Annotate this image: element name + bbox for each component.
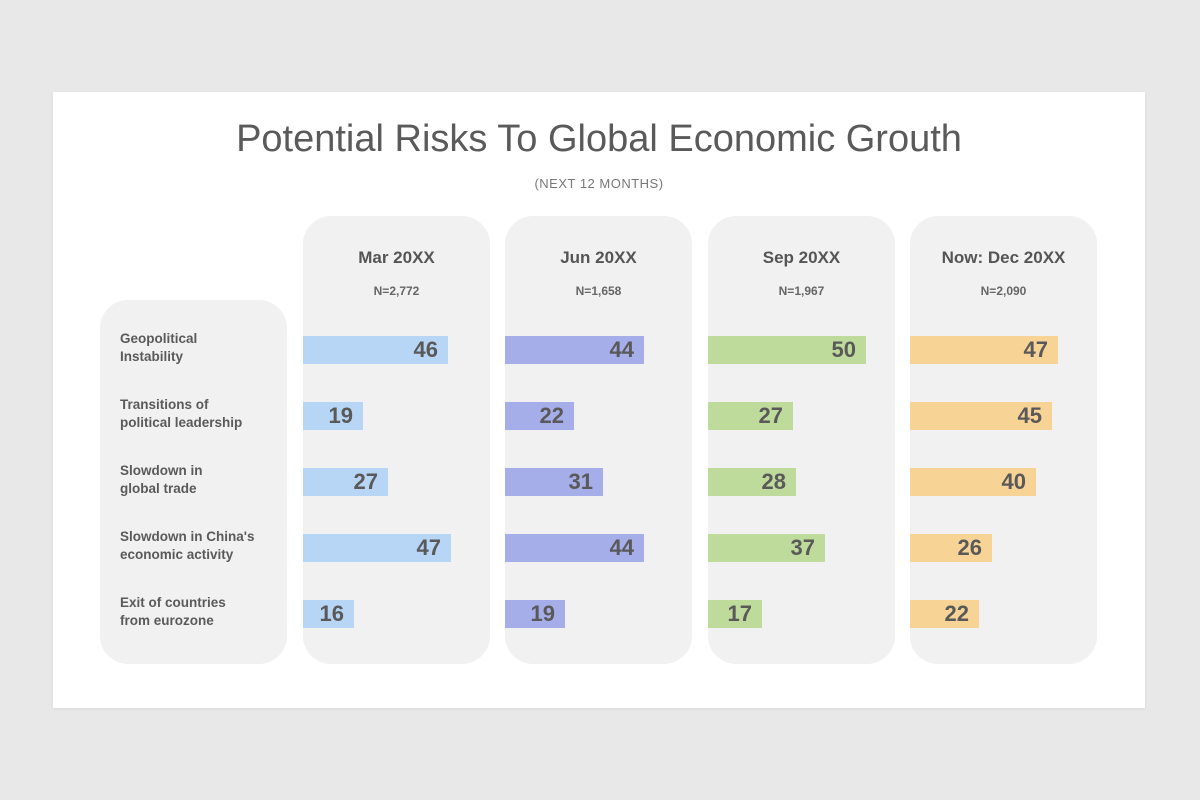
bar-value-label: 50 [831, 337, 856, 362]
category-label-line: from eurozone [120, 613, 214, 628]
bar-value-label: 22 [539, 403, 564, 428]
series-name: Sep 20XX [762, 248, 841, 267]
category-label-line: Transitions of [120, 397, 209, 412]
category-label-line: Slowdown in China's [120, 529, 255, 544]
series-sample-size: N=1,658 [575, 284, 622, 298]
bar-value-label: 19 [328, 403, 353, 428]
bar [708, 402, 793, 430]
category-label: Geopolitical Instability [120, 330, 280, 366]
category-label-line: Exit of countries [120, 595, 226, 610]
bar [505, 600, 565, 628]
chart-title: Potential Risks To Global Economic Grout… [236, 118, 962, 160]
bar [910, 402, 1052, 430]
bar-value-label: 19 [530, 601, 555, 626]
bar [505, 468, 603, 496]
series-name: Jun 20XX [560, 248, 637, 267]
category-label-line: economic activity [120, 547, 234, 562]
category-label-line: Instability [120, 349, 184, 364]
chart-subtitle: (NEXT 12 MONTHS) [534, 176, 664, 191]
category-label-panel: Geopolitical Instability Transitions of pol… [100, 300, 287, 664]
bar-value-label: 31 [568, 469, 593, 494]
series-sample-size: N=2,090 [980, 284, 1027, 298]
bar [303, 600, 354, 628]
bar [910, 468, 1036, 496]
series-name: Now: Dec 20XX [941, 248, 1066, 267]
bar [505, 402, 574, 430]
bar [303, 534, 451, 562]
slide: Potential Risks To Global Economic Grout… [53, 92, 1145, 708]
bar-value-label: 47 [1023, 337, 1048, 362]
bar [303, 402, 363, 430]
bar [910, 600, 979, 628]
bar [708, 468, 796, 496]
bar-value-label: 27 [758, 403, 783, 428]
series-column: Sep 20XX N=1,967 50 27 28 37 17 [708, 216, 895, 664]
bar [910, 336, 1058, 364]
category-label-line: global trade [120, 481, 197, 496]
category-label: Slowdown in global trade [120, 462, 280, 498]
category-label-line: Geopolitical [120, 331, 198, 346]
category-label-line: Slowdown in [120, 463, 203, 478]
category-label: Exit of countries from eurozone [120, 594, 280, 630]
bar-value-label: 28 [761, 469, 786, 494]
category-label: Transitions of political leadership [120, 396, 280, 432]
bar-value-label: 27 [353, 469, 378, 494]
category-label-line: political leadership [120, 415, 243, 430]
bar [708, 600, 762, 628]
bar-value-label: 26 [957, 535, 982, 560]
bar-value-label: 22 [944, 601, 969, 626]
bar-value-label: 44 [609, 337, 634, 362]
series-column: Jun 20XX N=1,658 44 22 31 44 19 [505, 216, 692, 664]
bar-value-label: 44 [609, 535, 634, 560]
bar-value-label: 46 [413, 337, 438, 362]
bar-value-label: 45 [1017, 403, 1042, 428]
series-sample-size: N=1,967 [778, 284, 825, 298]
bar-value-label: 37 [790, 535, 815, 560]
bar-value-label: 17 [727, 601, 752, 626]
series-sample-size: N=2,772 [373, 284, 420, 298]
series-name: Mar 20XX [358, 248, 435, 267]
bar [708, 336, 866, 364]
bar-value-label: 47 [416, 535, 441, 560]
bar-value-label: 40 [1001, 469, 1026, 494]
bar [303, 336, 448, 364]
bar [708, 534, 825, 562]
bar [505, 336, 644, 364]
bar-value-label: 16 [319, 601, 344, 626]
bar [303, 468, 388, 496]
category-label: Slowdown in China's economic activity [120, 528, 280, 564]
series-column: Mar 20XX N=2,772 46 19 27 47 16 [303, 216, 490, 664]
bar [910, 534, 992, 562]
series-column: Now: Dec 20XX N=2,090 47 45 40 26 22 [910, 216, 1097, 664]
bar [505, 534, 644, 562]
